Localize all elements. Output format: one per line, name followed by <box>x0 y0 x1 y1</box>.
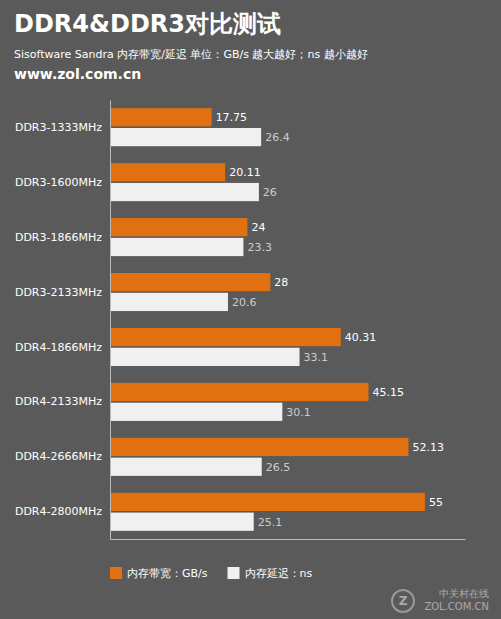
bar <box>110 108 212 126</box>
chart: DDR4&DDR3对比测试 Sisoftware Sandra 内存带宽/延迟 单… <box>0 0 501 619</box>
data-label: 24 <box>251 221 265 234</box>
bars <box>110 108 425 531</box>
legend-label: 内存延迟：ns <box>245 567 313 580</box>
watermark: 中关村在线 ZOL.COM.CN Z <box>392 588 489 612</box>
bar <box>110 218 247 236</box>
data-label: 30.1 <box>286 406 311 419</box>
logo-text: Z <box>399 594 408 608</box>
bar <box>110 328 341 346</box>
bar <box>110 458 262 476</box>
subtitle: Sisoftware Sandra 内存带宽/延迟 单位：GB/s 越大越好；n… <box>14 48 368 61</box>
title: DDR4&DDR3对比测试 <box>14 10 281 38</box>
y-tick: DDR4-2800MHz <box>15 505 110 518</box>
legend: 内存带宽：GB/s 内存延迟：ns <box>110 567 312 580</box>
data-label: 23.3 <box>247 241 272 254</box>
y-tick-label: DDR4-2800MHz <box>15 505 102 518</box>
bar <box>110 493 425 511</box>
background <box>0 0 501 619</box>
legend-item: 内存延迟：ns <box>228 567 313 580</box>
data-label: 26.5 <box>266 461 291 474</box>
legend-label: 内存带宽：GB/s <box>127 567 208 580</box>
bar <box>110 163 225 181</box>
website: www.zol.com.cn <box>14 66 141 82</box>
y-tick-label: DDR4-2666MHz <box>15 450 102 463</box>
bar <box>110 348 300 366</box>
y-tick: DDR4-2666MHz <box>15 450 110 463</box>
y-tick-label: DDR4-1866MHz <box>15 340 102 353</box>
y-tick-label: DDR4-2133MHz <box>15 395 102 408</box>
x-axis <box>111 539 466 540</box>
y-tick: DDR4-1866MHz <box>15 340 110 353</box>
data-label: 26 <box>263 186 277 199</box>
data-label: 45.15 <box>373 386 405 399</box>
data-label: 20.11 <box>229 166 261 179</box>
y-tick: DDR3-1333MHz <box>15 121 110 134</box>
y-axis: DDR3-1333MHz DDR3-1600MHz DDR3-1866MHz DDR3… <box>15 101 111 540</box>
data-label: 25.1 <box>258 516 283 529</box>
data-label: 20.6 <box>232 296 256 309</box>
logo-circle <box>392 590 414 612</box>
bar <box>110 183 259 201</box>
y-tick-label: DDR3-1333MHz <box>15 121 102 134</box>
data-label: 52.13 <box>412 441 444 454</box>
data-label: 33.1 <box>304 351 329 364</box>
y-tick: DDR4-2133MHz <box>15 395 110 408</box>
watermark-text: ZOL.COM.CN <box>424 601 489 612</box>
bar <box>110 383 369 401</box>
bar <box>110 513 254 531</box>
y-tick: DDR3-1600MHz <box>15 176 110 189</box>
bar <box>110 403 282 421</box>
data-label: 28 <box>274 276 288 289</box>
data-label: 17.75 <box>216 111 248 124</box>
bar <box>110 438 408 456</box>
y-axis-line <box>110 101 111 540</box>
y-tick-label: DDR3-1866MHz <box>15 231 102 244</box>
y-tick-label: DDR3-1600MHz <box>15 176 102 189</box>
data-label: 26.4 <box>265 131 290 144</box>
bar <box>110 273 270 291</box>
legend-item: 内存带宽：GB/s <box>110 567 208 580</box>
legend-swatch <box>228 567 240 579</box>
y-tick: DDR3-2133MHz <box>15 286 110 299</box>
x-axis-line <box>111 539 466 540</box>
data-labels: 17.75 20.11 24 28 40.31 45.15 52.13 55 26.4 26 23.… <box>216 111 444 528</box>
data-label: 40.31 <box>345 331 377 344</box>
bar <box>110 238 243 256</box>
y-tick-label: DDR3-2133MHz <box>15 286 102 299</box>
bar <box>110 293 228 311</box>
plot: 17.75 20.11 24 28 40.31 45.15 52.13 55 26.4 26 23.… <box>15 101 466 540</box>
watermark-text: 中关村在线 <box>439 588 489 599</box>
y-tick: DDR3-1866MHz <box>15 231 110 244</box>
data-label: 55 <box>429 496 443 509</box>
bar <box>110 128 261 146</box>
legend-swatch <box>110 567 122 579</box>
